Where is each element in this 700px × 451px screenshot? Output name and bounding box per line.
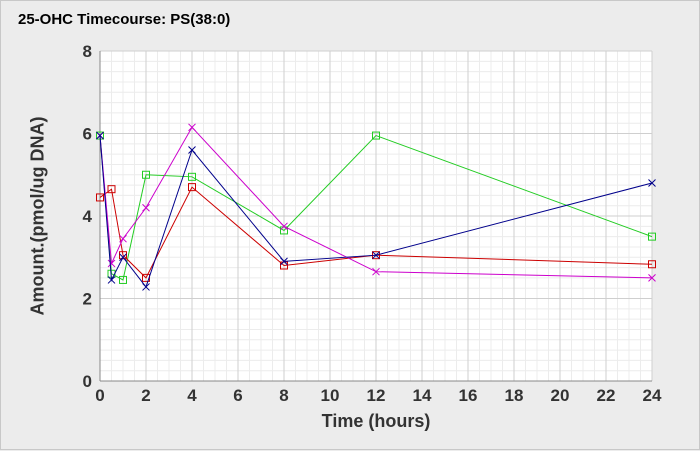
- data-point-square: [119, 275, 127, 284]
- data-point-square: [372, 131, 380, 140]
- chart-title: 25-OHC Timecourse: PS(38:0): [18, 11, 231, 28]
- series-line: [99, 135, 653, 288]
- x-tick-label: 22: [597, 386, 616, 405]
- series-line: [99, 134, 653, 281]
- data-point-square: [648, 232, 656, 241]
- data-point-square: [96, 193, 104, 202]
- data-point-x: [648, 179, 656, 187]
- y-axis-ticks: 0 2 4 6 8: [83, 42, 93, 391]
- y-tick-label: 8: [83, 42, 92, 61]
- data-point-x: [96, 131, 104, 140]
- data-point-x: [119, 234, 127, 243]
- x-tick-label: 8: [279, 386, 288, 405]
- x-tick-label: 6: [233, 386, 242, 405]
- data-point-square: [648, 260, 656, 269]
- data-point-square: [107, 185, 116, 194]
- x-axis-ticks: 0 2 4 6 8 10 12 14 16 18 20 22 24: [95, 386, 662, 405]
- data-point-x: [107, 276, 116, 284]
- x-tick-label: 14: [413, 386, 432, 405]
- x-tick-label: 4: [187, 386, 197, 405]
- data-point-x: [107, 259, 116, 268]
- data-point-x: [142, 283, 150, 291]
- data-point-x: [119, 253, 127, 262]
- series-line: [99, 126, 653, 279]
- data-point-x: [280, 257, 288, 266]
- y-tick-label: 2: [83, 290, 92, 309]
- y-tick-label: 0: [83, 372, 92, 391]
- x-tick-label: 20: [551, 386, 570, 405]
- data-point-square: [119, 251, 127, 260]
- y-tick-label: 6: [83, 125, 92, 144]
- data-point-square: [188, 183, 196, 192]
- series-layer: [96, 123, 656, 291]
- data-point-x: [648, 274, 656, 282]
- x-tick-label: 16: [459, 386, 478, 405]
- data-point-x: [188, 146, 196, 154]
- data-point-x: [280, 222, 288, 231]
- axes: [99, 51, 652, 382]
- data-point-x: [372, 267, 380, 276]
- series-line: [99, 186, 653, 279]
- data-point-x: [372, 251, 380, 260]
- data-point-x: [188, 123, 196, 132]
- data-point-square: [188, 172, 196, 181]
- y-tick-label: 4: [83, 207, 93, 226]
- y-axis-title: Amount.(pmol/ug DNA): [27, 117, 47, 316]
- x-axis-title: Time (hours): [322, 411, 431, 431]
- x-tick-label: 2: [141, 386, 150, 405]
- x-tick-label: 10: [321, 386, 340, 405]
- data-point-x: [142, 203, 150, 212]
- x-tick-label: 0: [95, 386, 104, 405]
- series-4: [96, 131, 656, 291]
- x-tick-label: 24: [643, 386, 662, 405]
- x-tick-label: 12: [367, 386, 386, 405]
- data-point-square: [142, 170, 150, 179]
- x-tick-label: 18: [505, 386, 524, 405]
